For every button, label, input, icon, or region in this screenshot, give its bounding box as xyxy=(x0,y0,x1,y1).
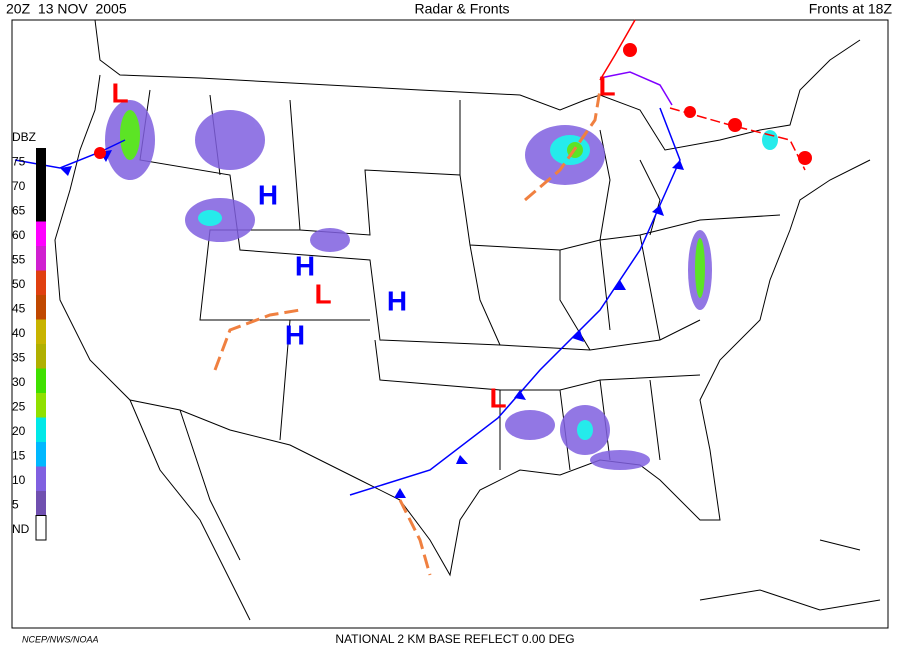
warm-front-symbols xyxy=(94,43,812,165)
fronts-time: Fronts at 18Z xyxy=(809,1,893,17)
pressure-center: H xyxy=(285,319,305,350)
legend-swatch xyxy=(36,417,46,442)
legend-label: 35 xyxy=(12,350,26,364)
legend-swatch xyxy=(36,442,46,467)
legend-label: 25 xyxy=(12,399,26,413)
legend-label: 50 xyxy=(12,277,26,291)
pressure-center: H xyxy=(258,179,278,210)
legend-swatch xyxy=(36,319,46,344)
pressure-center: L xyxy=(489,382,506,413)
legend-swatch xyxy=(36,246,46,271)
fronts xyxy=(14,19,806,576)
legend-swatch xyxy=(36,221,46,246)
legend-swatch xyxy=(36,295,46,320)
pressure-center: L xyxy=(598,70,615,101)
source: NCEP/NWS/NOAA xyxy=(22,634,99,644)
pressure-center: H xyxy=(295,250,315,281)
legend-label: 15 xyxy=(12,448,26,462)
legend-swatch xyxy=(36,466,46,491)
title: Radar & Fronts xyxy=(415,1,510,17)
legend-swatch xyxy=(36,344,46,369)
legend-label: 75 xyxy=(12,154,26,168)
legend-label: 20 xyxy=(12,424,26,438)
legend-swatch xyxy=(36,491,46,516)
legend-label: 30 xyxy=(12,375,26,389)
legend-swatch xyxy=(36,270,46,295)
legend-swatch xyxy=(36,148,46,173)
legend: DBZ 75 70 65 60 55 50 45 40 35 30 25 20 15 10 5 ND xyxy=(12,130,47,541)
legend-swatch xyxy=(35,515,47,541)
legend-label: 5 xyxy=(12,497,19,511)
legend-title: DBZ xyxy=(12,130,36,144)
legend-label: ND xyxy=(12,522,30,536)
time-label: 20Z 13 NOV 2005 xyxy=(6,1,127,17)
legend-label: 65 xyxy=(12,203,26,217)
product: NATIONAL 2 KM BASE REFLECT 0.00 DEG xyxy=(335,632,574,646)
legend-label: 55 xyxy=(12,252,26,266)
pressure-center: L xyxy=(314,278,331,309)
legend-label: 70 xyxy=(12,179,26,193)
map-frame xyxy=(11,19,889,629)
legend-swatch xyxy=(36,368,46,393)
legend-swatch xyxy=(36,172,46,197)
legend-label: 45 xyxy=(12,301,26,315)
pressure-center: H xyxy=(387,285,407,316)
legend-label: 10 xyxy=(12,473,26,487)
legend-label: 40 xyxy=(12,326,26,340)
legend-label: 60 xyxy=(12,228,26,242)
legend-swatch xyxy=(36,197,46,222)
pressure-center: L xyxy=(111,77,128,108)
legend-swatch xyxy=(36,393,46,418)
